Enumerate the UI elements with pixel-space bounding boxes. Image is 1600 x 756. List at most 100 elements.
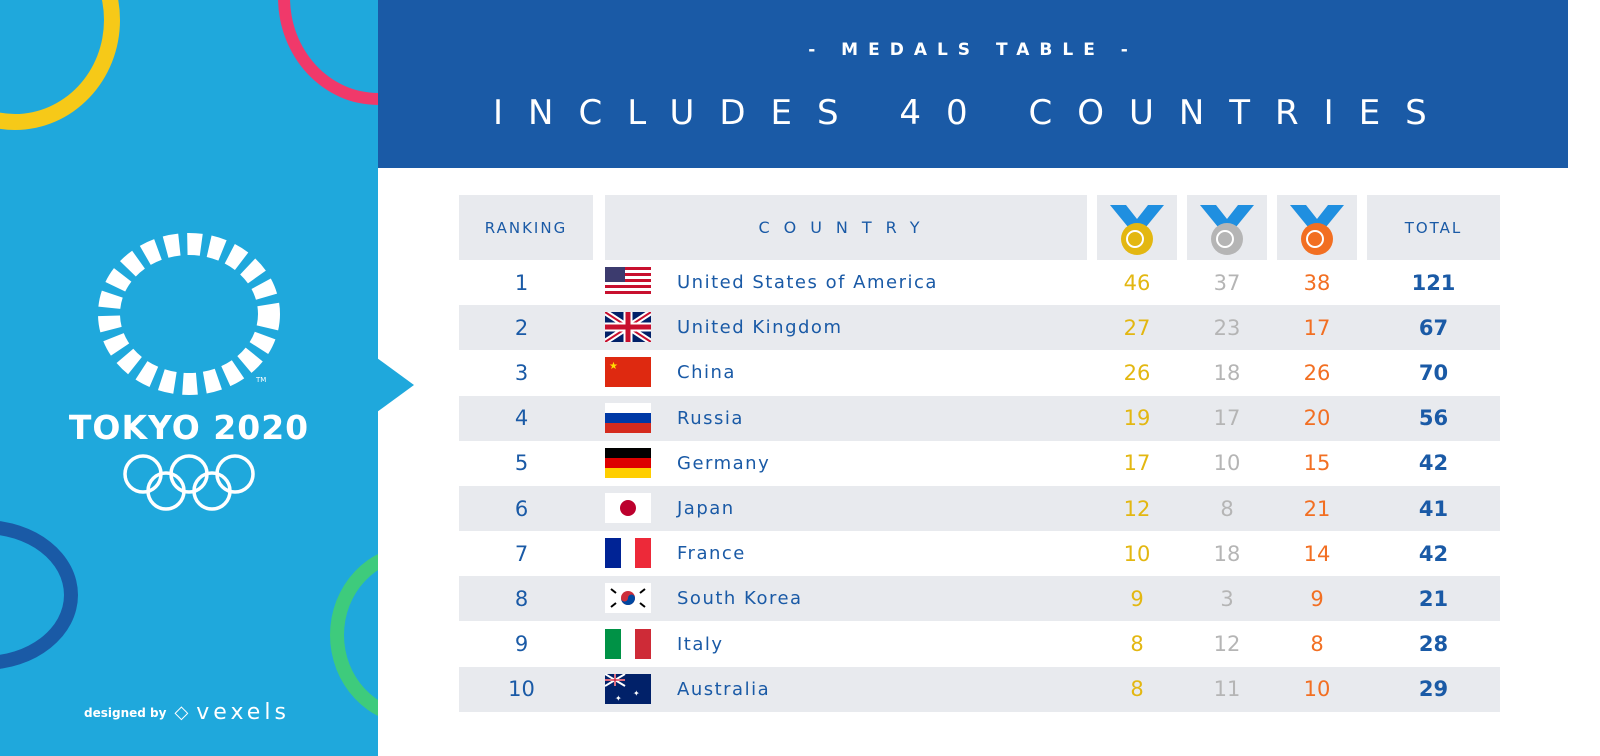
designer-credit: designed by ◇ vexels [84,700,290,725]
table-row: 9 Italy 8 12 8 28 [459,622,1500,667]
header-banner: - MEDALS TABLE - INCLUDES 40 COUNTRIES [378,0,1568,168]
country-name: Italy [677,633,724,655]
rank: 2 [514,315,529,340]
gold-medal-icon [1097,195,1177,260]
total-count: 42 [1418,451,1449,476]
rank: 6 [514,496,529,521]
gb-flag-icon [605,312,651,343]
yellow-ring-decoration [0,0,120,130]
column-ranking: RANKING [459,195,593,260]
silver-count: 37 [1213,270,1241,295]
bronze-count: 20 [1303,406,1331,431]
bronze-count: 26 [1303,360,1331,385]
gold-count: 26 [1123,360,1151,385]
bronze-count: 21 [1303,496,1331,521]
total-count: 121 [1411,270,1456,295]
country-name: South Korea [677,588,803,610]
column-country: COUNTRY [605,195,1087,260]
us-flag-icon [605,267,651,297]
bronze-count: 10 [1303,677,1331,702]
table-row: 3 ★ China 26 18 26 70 [459,350,1500,395]
jp-flag-icon [605,493,651,523]
country-name: Australia [677,678,771,700]
country-name: Russia [677,407,744,429]
au-flag-icon: ✦✦ [605,673,651,704]
table-row: 7 France 10 18 14 42 [459,531,1500,576]
total-count: 29 [1418,677,1449,702]
bronze-count: 14 [1303,541,1331,566]
silver-count: 11 [1213,677,1241,702]
rank: 10 [508,677,535,702]
svg-text:✦: ✦ [615,694,622,703]
table-row: 1 United States of America 46 37 38 121 [459,260,1500,305]
it-flag-icon [605,628,651,659]
silver-count: 23 [1213,315,1241,340]
silver-count: 17 [1213,406,1241,431]
total-count: 70 [1418,360,1449,385]
rank: 8 [514,586,529,611]
gold-count: 8 [1130,632,1144,657]
panel-arrow [377,358,414,412]
kr-flag-icon [605,583,651,614]
tokyo-emblem-icon [98,233,280,395]
logo-text: TOKYO 2020 [68,408,310,447]
total-count: 21 [1418,586,1449,611]
country-name: China [677,362,736,384]
country-name: France [677,543,746,565]
gold-count: 19 [1123,406,1151,431]
gold-count: 46 [1123,270,1151,295]
silver-count: 3 [1220,586,1234,611]
rank: 1 [514,270,529,295]
bronze-count: 9 [1310,586,1324,611]
red-ring-decoration [278,0,378,105]
silver-medal-icon [1187,195,1267,260]
branding-panel: TM TOKYO 2020 designed by ◇ vexels [0,0,378,756]
olympic-rings-icon [123,454,255,511]
silver-count: 8 [1220,496,1234,521]
gold-count: 12 [1123,496,1151,521]
vexels-logo-icon: ◇ [174,702,189,723]
gold-count: 17 [1123,451,1151,476]
brand-name: vexels [196,700,290,725]
credit-label: designed by [84,705,167,720]
country-name: United Kingdom [677,317,843,339]
bronze-count: 8 [1310,632,1324,657]
svg-text:✦: ✦ [633,689,640,698]
rank: 9 [514,632,529,657]
gold-count: 9 [1130,586,1144,611]
total-count: 28 [1418,632,1449,657]
cn-flag-icon: ★ [605,357,651,388]
table-row: 6 Japan 12 8 21 41 [459,486,1500,531]
de-flag-icon [605,447,651,478]
silver-count: 10 [1213,451,1241,476]
table-row: 4 Russia 19 17 20 56 [459,395,1500,441]
table-row: 10 ✦ ✦ Australia 8 11 10 29 [459,666,1500,712]
gold-count: 8 [1130,677,1144,702]
bronze-medal-icon [1277,195,1357,260]
bronze-count: 17 [1303,315,1331,340]
table-row: 8 South Korea 9 3 9 21 [459,576,1500,622]
header-title: INCLUDES 40 COUNTRIES [493,93,1452,133]
blue-ring-decoration [0,520,78,670]
rank: 7 [514,541,529,566]
table-row: 2 United Kingdom 27 23 17 67 [459,305,1500,351]
silver-count: 18 [1213,360,1241,385]
column-total: TOTAL [1367,195,1500,260]
header-subtitle: - MEDALS TABLE - [808,40,1138,60]
fr-flag-icon [605,538,651,569]
svg-text:★: ★ [609,361,618,372]
total-count: 42 [1418,541,1449,566]
gold-count: 10 [1123,541,1151,566]
total-count: 41 [1418,496,1449,521]
silver-count: 12 [1213,632,1241,657]
total-count: 67 [1418,315,1449,340]
country-name: Germany [677,452,771,474]
bronze-count: 38 [1303,270,1331,295]
green-ring-decoration [330,545,378,725]
trademark: TM [256,376,267,384]
gold-count: 27 [1123,315,1151,340]
bronze-count: 15 [1303,451,1331,476]
rank: 4 [514,406,529,431]
ru-flag-icon [605,402,651,433]
silver-count: 18 [1213,541,1241,566]
